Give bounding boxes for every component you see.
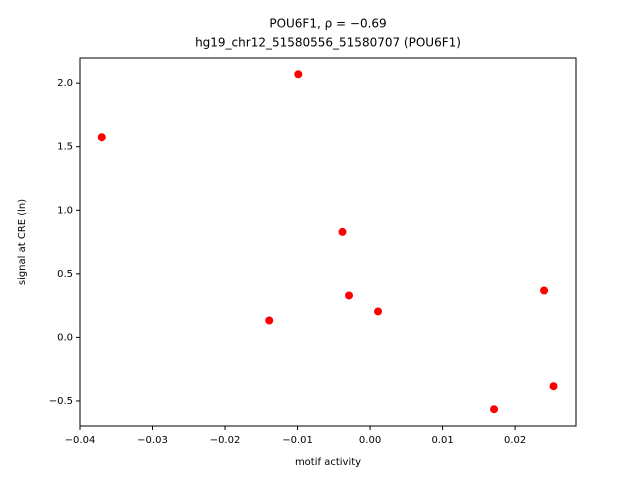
point: [549, 382, 558, 391]
point: [345, 291, 354, 300]
plot-frame: [79, 57, 577, 427]
x-tick-label: −0.01: [282, 435, 313, 446]
x-tick-label: 0.01: [431, 435, 453, 446]
point: [294, 70, 303, 79]
chart-title: POU6F1, ρ = −0.69: [269, 17, 386, 31]
x-axis-label: motif activity: [295, 457, 361, 468]
y-tick-label: 0.5: [57, 269, 73, 280]
y-tick-label: 0.0: [57, 332, 73, 343]
point: [97, 133, 106, 142]
y-axis-label: signal at CRE (ln): [17, 199, 28, 285]
y-tick-label: −0.5: [49, 396, 73, 407]
x-tick-label: −0.04: [65, 435, 96, 446]
x-tick-label: −0.02: [210, 435, 241, 446]
y-tick-label: 1.5: [57, 142, 73, 153]
y-tick-label: 1.0: [57, 205, 73, 216]
point: [265, 316, 274, 325]
point: [490, 405, 499, 414]
x-tick-label: 0.02: [504, 435, 526, 446]
point: [374, 307, 383, 316]
point: [338, 227, 347, 236]
x-tick-label: −0.03: [137, 435, 168, 446]
point: [540, 286, 549, 295]
chart-subtitle: hg19_chr12_51580556_51580707 (POU6F1): [195, 36, 461, 50]
x-tick-label: 0.00: [359, 435, 381, 446]
y-tick-label: 2.0: [57, 78, 73, 89]
